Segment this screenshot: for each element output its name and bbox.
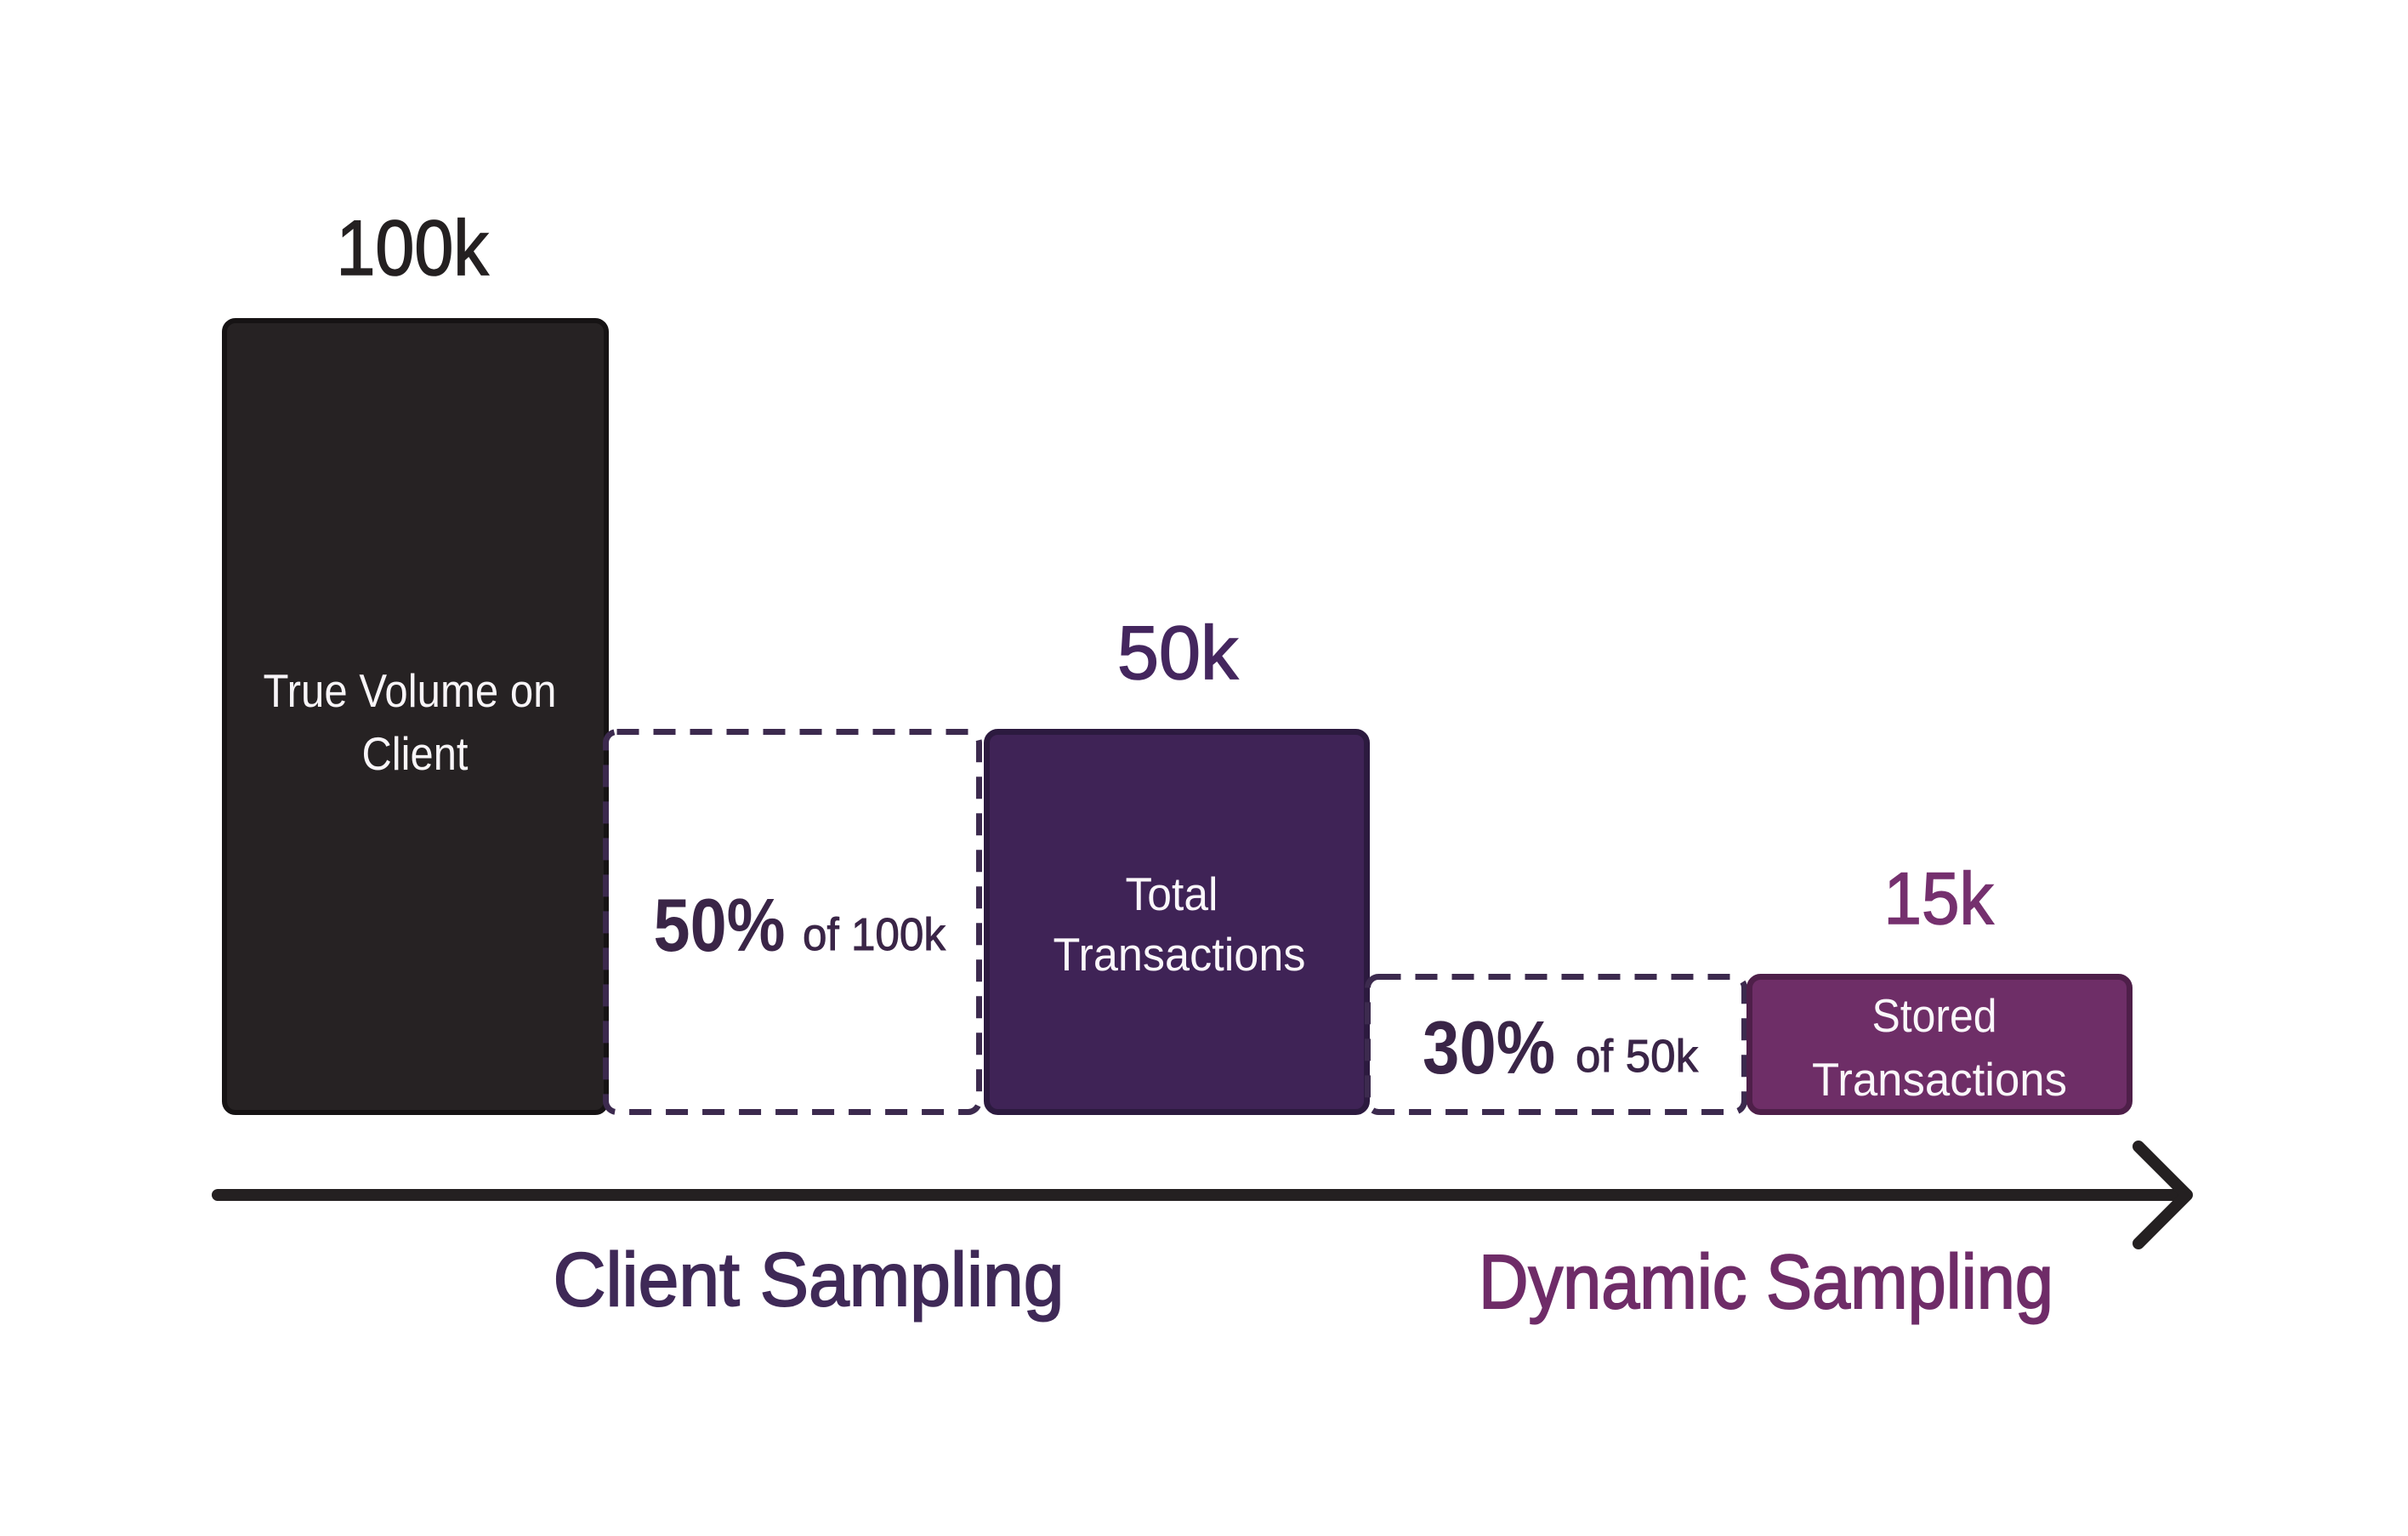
svg-text:Stored: Stored [1872,989,1997,1042]
svg-text:True Volume on: True Volume on [264,664,557,717]
svg-text:50k: 50k [1117,610,1238,695]
svg-text:of 50k: of 50k [1576,1031,1699,1082]
svg-text:100k: 100k [337,205,490,292]
svg-text:Transactions: Transactions [1812,1053,2067,1106]
svg-text:50%: 50% [654,883,786,967]
svg-text:of 100k: of 100k [803,909,946,960]
svg-text:Client Sampling: Client Sampling [554,1237,1065,1322]
svg-text:30%: 30% [1423,1005,1555,1089]
svg-text:Transactions: Transactions [1054,928,1306,981]
svg-text:15k: 15k [1884,858,1995,940]
svg-text:Client: Client [362,727,469,780]
svg-text:Total: Total [1126,868,1218,920]
svg-text:Dynamic Sampling: Dynamic Sampling [1479,1240,2053,1325]
